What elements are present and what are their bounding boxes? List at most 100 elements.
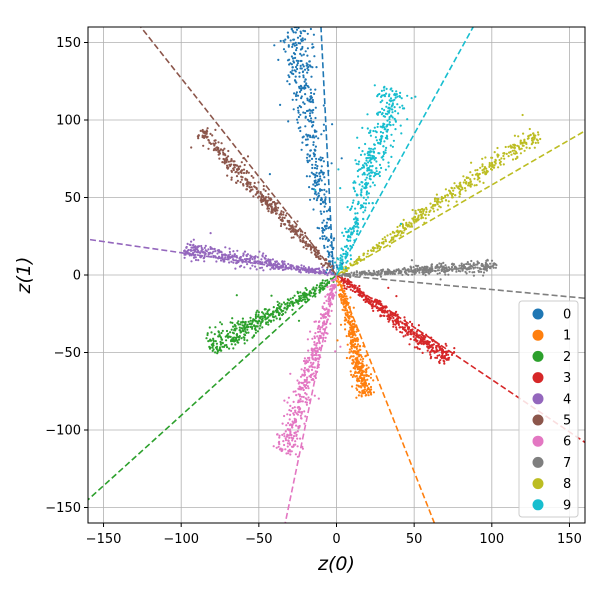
data-point [503,157,506,160]
data-point [313,197,316,200]
data-point [324,336,327,339]
data-point [259,191,262,194]
data-point [356,194,359,197]
data-point [301,233,304,236]
data-point [396,225,399,229]
data-point [414,209,417,212]
data-point [237,338,241,341]
data-point [347,247,350,250]
data-point [352,355,355,358]
data-point [345,356,348,360]
data-point [378,174,381,178]
data-point [261,326,264,329]
data-point [232,168,235,172]
data-point [481,171,484,174]
data-point [363,186,366,190]
data-point [290,236,293,239]
data-point [320,317,323,320]
data-point [302,369,305,372]
data-point [254,331,257,334]
data-point [324,238,327,241]
data-point [250,256,253,259]
data-point [291,308,294,311]
data-point [330,162,333,165]
data-point [369,385,373,389]
data-point [395,269,398,272]
data-point [355,396,358,399]
data-point [299,230,302,233]
data-point [312,172,315,176]
data-point [283,443,286,447]
data-point [340,268,343,271]
data-point [397,323,400,326]
data-point [359,153,363,156]
data-point [324,198,327,201]
data-point [320,262,323,265]
legend-marker-9 [532,499,544,511]
data-point [288,58,291,61]
data-point [276,209,279,212]
data-point [251,264,254,267]
data-point [476,178,479,181]
data-point [375,160,378,163]
data-point [292,304,295,307]
data-point [246,323,249,326]
data-point [253,257,256,260]
data-point [340,297,343,301]
data-point [256,191,260,194]
data-point [256,256,259,259]
data-point [303,295,306,298]
data-point [356,367,359,371]
data-point [398,94,401,98]
data-point [217,141,220,144]
data-point [386,135,389,138]
data-point [188,243,191,246]
data-point [262,198,265,201]
data-point [419,340,422,343]
data-point [219,321,222,324]
data-point [356,212,359,215]
data-point [434,266,437,269]
data-point [395,328,398,331]
data-point [321,344,324,347]
data-point [389,233,392,236]
data-point [312,143,315,146]
data-point [309,95,312,98]
data-point [297,302,300,305]
data-point [283,435,286,438]
data-point [264,261,267,264]
data-point [228,261,231,264]
data-point [450,187,453,190]
data-point [277,262,280,265]
data-point [339,323,343,326]
data-point [298,75,301,78]
data-point [232,347,235,350]
data-point [299,235,302,238]
data-point [262,269,265,272]
data-point [418,336,421,339]
data-point [525,146,528,149]
data-point [357,175,360,178]
data-point [371,273,374,276]
data-point [463,187,467,190]
data-point [419,267,422,271]
data-point [205,132,208,135]
data-point [322,333,325,336]
data-point [350,313,353,316]
data-point [320,212,323,215]
data-point [212,254,215,258]
data-point [449,192,452,195]
data-point [319,177,322,180]
data-point [425,333,428,336]
data-point [313,341,316,344]
data-point [352,351,355,354]
data-point [298,388,301,391]
data-point [475,263,478,266]
data-point [223,147,226,150]
data-point [309,330,312,333]
data-point [221,329,224,332]
data-point [380,94,383,97]
data-point [351,315,354,318]
data-point [317,256,320,259]
data-point [296,455,299,458]
